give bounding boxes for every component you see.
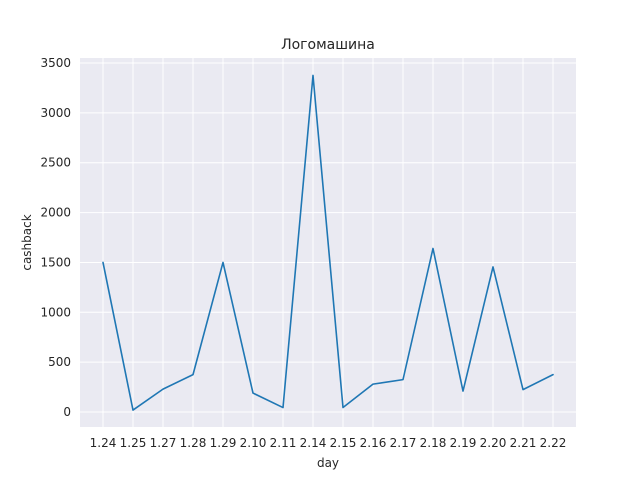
y-tick-label: 3500 bbox=[40, 56, 71, 70]
y-axis-label: cashback bbox=[20, 214, 34, 270]
y-tick-labels: 0 500 1000 1500 2000 2500 3000 3500 bbox=[40, 56, 71, 419]
y-tick-label: 500 bbox=[48, 355, 71, 369]
x-tick-label: 2.20 bbox=[480, 436, 507, 450]
x-tick-label: 2.19 bbox=[450, 436, 477, 450]
x-tick-label: 2.10 bbox=[240, 436, 267, 450]
x-tick-label: 2.21 bbox=[510, 436, 537, 450]
y-tick-label: 2500 bbox=[40, 156, 71, 170]
x-tick-label: 2.14 bbox=[300, 436, 327, 450]
x-tick-label: 2.17 bbox=[390, 436, 417, 450]
x-tick-label: 2.18 bbox=[420, 436, 447, 450]
y-tick-label: 2000 bbox=[40, 206, 71, 220]
x-axis-label: day bbox=[317, 456, 339, 470]
y-tick-label: 1000 bbox=[40, 305, 71, 319]
x-tick-label: 1.27 bbox=[150, 436, 177, 450]
series-line bbox=[102, 74, 554, 411]
x-tick-label: 2.16 bbox=[360, 436, 387, 450]
x-tick-label: 2.22 bbox=[540, 436, 567, 450]
grid-lines bbox=[80, 58, 576, 427]
y-tick-label: 0 bbox=[63, 405, 71, 419]
chart-title: Логомашина bbox=[281, 37, 375, 53]
x-tick-label: 1.24 bbox=[90, 436, 117, 450]
x-tick-label: 2.11 bbox=[270, 436, 297, 450]
x-tick-label: 1.28 bbox=[180, 436, 207, 450]
x-tick-label: 2.15 bbox=[330, 436, 357, 450]
series-group bbox=[102, 74, 554, 411]
y-tick-label: 3000 bbox=[40, 106, 71, 120]
y-tick-label: 1500 bbox=[40, 255, 71, 269]
x-tick-label: 1.29 bbox=[210, 436, 237, 450]
x-tick-labels: 1.24 1.25 1.27 1.28 1.29 2.10 2.11 2.14 2.15 2.16… bbox=[90, 436, 567, 450]
x-tick-label: 1.25 bbox=[120, 436, 147, 450]
